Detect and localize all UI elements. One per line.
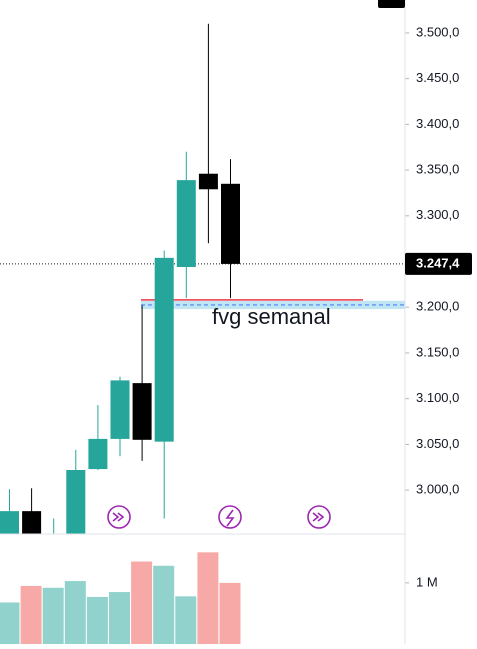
- volume-bar: [64, 581, 86, 644]
- y-tick-label: 3.000,0: [416, 482, 459, 497]
- event-icon[interactable]: [218, 505, 242, 529]
- y-tick-label: 3.200,0: [416, 299, 459, 314]
- candle-body: [221, 183, 240, 264]
- y-tick-label: 3.400,0: [416, 116, 459, 131]
- y-tick-label: 3.450,0: [416, 70, 459, 85]
- volume-tick-label: 1 M: [416, 574, 438, 589]
- volume-bar: [131, 561, 153, 644]
- candle-body: [154, 257, 174, 442]
- volume-bar: [197, 552, 219, 644]
- price-pane: [0, 23, 405, 534]
- candle-body: [198, 173, 218, 190]
- event-icon[interactable]: [307, 505, 331, 529]
- event-icon: [312, 512, 325, 522]
- y-tick-label: 3.100,0: [416, 390, 459, 405]
- volume-pane: [0, 552, 241, 644]
- volume-bar: [153, 565, 175, 644]
- volume-bar: [175, 596, 197, 644]
- volume-bar: [86, 596, 108, 644]
- event-icon[interactable]: [107, 505, 131, 529]
- event-icon: [225, 509, 235, 527]
- event-icon: [112, 512, 125, 522]
- volume-bar: [109, 592, 130, 644]
- volume-bar: [0, 602, 20, 644]
- candle-body: [132, 383, 152, 440]
- candle-body: [66, 469, 86, 534]
- y-tick-label: 3.150,0: [416, 344, 459, 359]
- candle-body: [110, 380, 130, 439]
- volume-bar: [42, 587, 64, 644]
- candle-body: [22, 511, 42, 534]
- y-tick-label: 3.350,0: [416, 162, 459, 177]
- fvg-zone: [141, 300, 405, 310]
- candle-body: [88, 438, 108, 470]
- cropped-label: [378, 0, 405, 8]
- y-tick-label: 3.050,0: [416, 436, 459, 451]
- event-icon[interactable]: [218, 505, 242, 529]
- event-icon[interactable]: [107, 505, 131, 529]
- last-price-label: 3.247,4: [416, 255, 460, 270]
- volume-bar: [219, 582, 241, 644]
- fvg-label: fvg semanal: [212, 304, 331, 329]
- last-price-box: [405, 252, 472, 275]
- volume-bar: [20, 585, 42, 644]
- y-tick-label: 3.500,0: [416, 24, 459, 39]
- candle-body: [176, 180, 196, 267]
- event-icon[interactable]: [307, 505, 331, 529]
- candle-body: [0, 511, 19, 534]
- y-tick-label: 3.300,0: [416, 207, 459, 222]
